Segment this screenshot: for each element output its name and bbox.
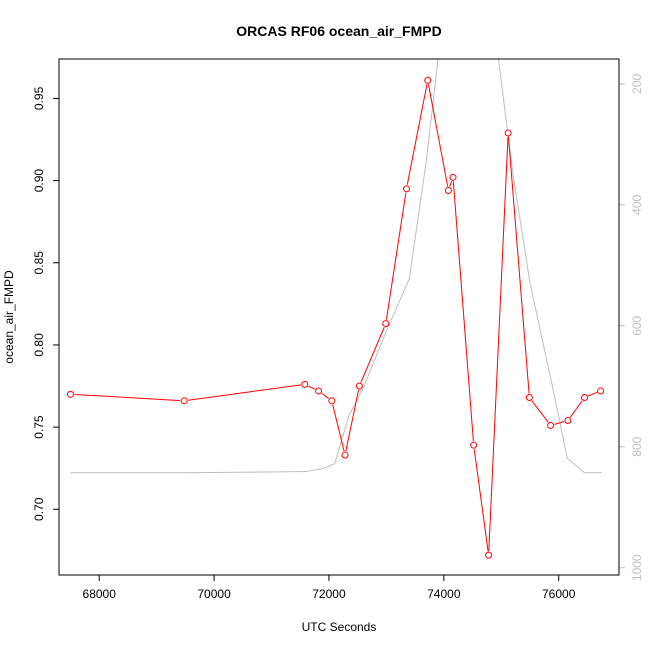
x-tick-label-2: 72000 [312,587,346,601]
data-point-3 [315,387,323,395]
series-segment [488,136,509,552]
data-point-16 [547,421,555,429]
data-point-1 [180,397,188,405]
series-segment [569,400,583,418]
series-segment [406,84,428,185]
y-tick-label-1: 0.75 [32,415,46,439]
y-axis-label: ocean_air_FMPD [2,270,16,364]
series-segment [188,384,301,401]
data-point-6 [355,382,363,390]
series-segment [427,84,449,187]
data-point-11 [449,173,457,181]
series-segment [554,421,565,425]
y2-tick-label-2: 600 [630,315,644,335]
x-tick-label-0: 68000 [83,587,117,601]
data-point-0 [66,390,74,398]
x-tick-label-3: 74000 [427,587,461,601]
data-point-12 [470,441,478,449]
series-segment [74,393,181,402]
series-segment [385,192,407,320]
data-point-5 [341,451,349,459]
data-point-18 [581,394,589,402]
y-tick-label-5: 0.95 [32,86,46,110]
data-point-9 [424,76,432,84]
series-segment [332,404,345,452]
series-line-right [70,59,602,474]
series-segment [531,400,549,423]
data-point-2 [301,380,309,388]
data-point-4 [328,397,336,405]
data-point-15 [525,394,533,402]
series-segment [360,327,385,383]
series-segment [449,180,453,187]
series-segment [308,385,316,390]
series-segment [452,181,474,442]
series-segment [345,389,360,452]
series-layer [66,59,605,559]
axes-layer: 68000 70000 72000 74000 76000 0.70 0.75 0.80 0.8… [32,73,644,601]
y-tick-label-2: 0.80 [32,333,46,357]
data-point-7 [382,320,390,328]
data-point-8 [402,185,410,193]
chart-title: ORCAS RF06 ocean_air_FMPD [236,23,441,39]
y2-tick-label-4: 1000 [630,554,644,581]
data-point-14 [504,129,512,137]
data-point-17 [564,417,572,425]
y2-tick-label-3: 800 [630,436,644,456]
x-axis-label: UTC Seconds [302,620,377,634]
y2-tick-label-0: 200 [630,73,644,93]
series-segment [321,392,329,399]
plot-frame [58,58,620,576]
series-segment [588,391,598,397]
data-point-19 [597,387,605,395]
y-tick-label-3: 0.85 [32,251,46,275]
y-tick-label-0: 0.70 [32,497,46,521]
data-point-13 [485,551,493,559]
y2-tick-label-1: 400 [630,194,644,214]
x-tick-label-1: 70000 [197,587,231,601]
series-segment [473,449,489,552]
x-tick-label-4: 76000 [542,587,576,601]
y-tick-label-4: 0.90 [32,169,46,193]
data-point-10 [444,186,452,194]
series-segment [507,136,530,394]
